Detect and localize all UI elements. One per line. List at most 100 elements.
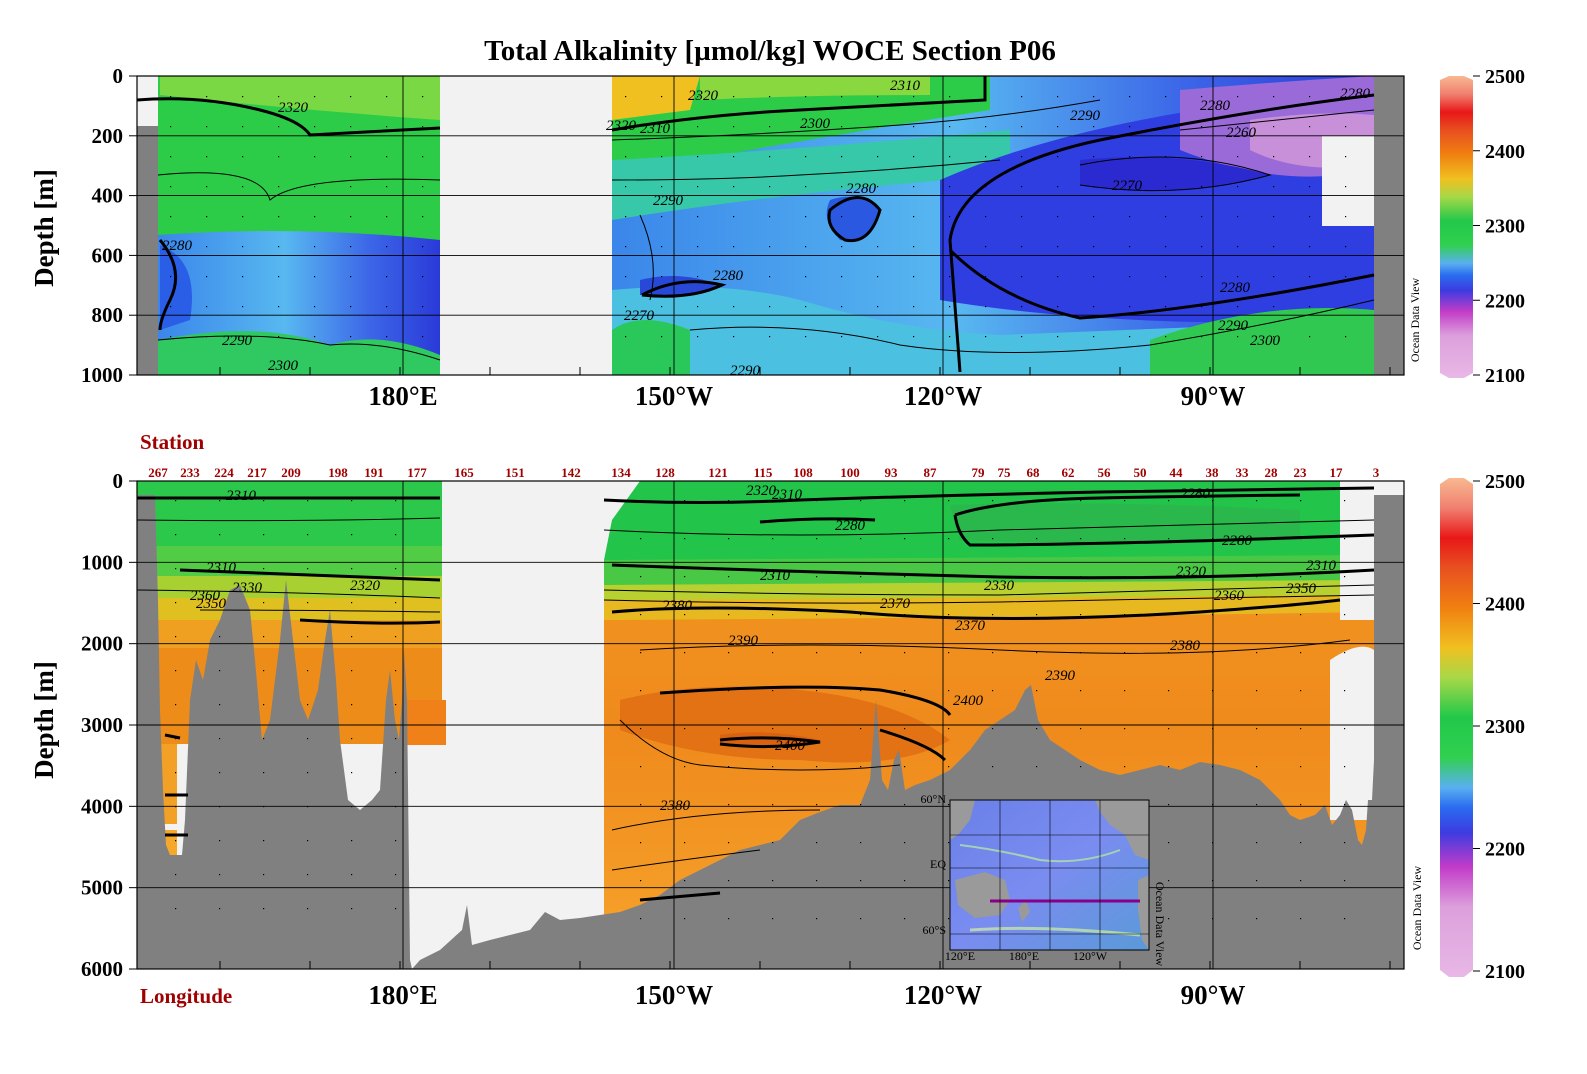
sample-marker [314,186,316,188]
sample-marker [1309,186,1311,188]
station-label: 142 [561,465,581,480]
sample-marker [661,336,663,338]
sample-marker [772,842,774,844]
sample-marker [1344,538,1346,540]
sample-marker [904,728,906,730]
contour-label: 2310 [772,487,803,503]
y-tick-label: 400 [92,184,124,208]
sample-marker [772,576,774,578]
sample-marker [877,96,879,98]
station-label: 56 [1098,465,1112,480]
y-tick-label: 5000 [81,876,123,900]
contour-label: 2270 [1112,178,1143,194]
sample-marker [640,842,642,844]
contour-label: 2330 [984,578,1015,594]
sample-marker [805,186,807,188]
sample-marker [860,804,862,806]
sample-marker [904,690,906,692]
sample-marker [1129,216,1131,218]
sample-marker [949,186,951,188]
sample-marker [816,576,818,578]
sample-marker [242,246,244,248]
sample-marker [992,614,994,616]
sample-marker [816,614,818,616]
contour-label: 2300 [1250,333,1281,349]
sample-marker [949,96,951,98]
sample-marker [904,614,906,616]
sample-marker [904,766,906,768]
sample-marker [351,534,353,536]
sample-marker [772,918,774,920]
sample-marker [877,216,879,218]
sample-marker [1129,306,1131,308]
sample-marker [1237,306,1239,308]
sample-marker [350,96,352,98]
sample-marker [1309,96,1311,98]
sample-marker [278,126,280,128]
sample-marker [219,500,221,502]
sample-marker [625,186,627,188]
sample-marker [1345,336,1347,338]
sample-marker [170,96,172,98]
sample-marker [661,126,663,128]
station-label: 108 [793,465,813,480]
sample-marker [263,772,265,774]
sample-marker [175,908,177,910]
sample-marker [175,840,177,842]
sample-marker [728,804,730,806]
contour-label: 2280 [1200,98,1231,114]
sample-marker [841,336,843,338]
sample-marker [1036,500,1038,502]
sample-marker [307,840,309,842]
sample-marker [877,186,879,188]
sample-marker [949,306,951,308]
sample-marker [219,908,221,910]
sample-marker [728,728,730,730]
sample-marker [772,538,774,540]
sample-marker [1309,306,1311,308]
bottom-colorbar-note: Ocean Data View [1410,865,1424,950]
station-label: 75 [998,465,1012,480]
chart-title: Total Alkalinity [µmol/kg] WOCE Section … [484,35,1056,67]
top-plot-frame [136,75,1405,376]
sample-marker [242,276,244,278]
sample-marker [351,602,353,604]
sample-marker [1212,538,1214,540]
sample-marker [684,690,686,692]
sample-marker [1273,96,1275,98]
sample-marker [805,156,807,158]
colorbar-tick-label: 2500 [1485,66,1525,88]
sample-marker [1021,216,1023,218]
sample-marker [948,880,950,882]
sample-marker [1273,186,1275,188]
sample-marker [816,804,818,806]
sample-marker [175,500,177,502]
sample-marker [219,738,221,740]
station-label: 23 [1294,465,1308,480]
sample-marker [841,96,843,98]
contour-label: 2320 [746,483,777,499]
y-tick-label: 0 [113,469,124,493]
sample-marker [1129,336,1131,338]
inset-lat-label: 60°S [923,923,946,937]
sample-marker [661,246,663,248]
sample-marker [350,246,352,248]
sample-marker [307,568,309,570]
contour-label: 2280 [835,518,866,534]
sample-marker [772,614,774,616]
sample-marker [816,500,818,502]
sample-marker [772,804,774,806]
sample-marker [422,336,424,338]
sample-marker [263,636,265,638]
sample-marker [422,126,424,128]
sample-marker [860,842,862,844]
sample-marker [1309,126,1311,128]
contour-label: 2390 [1045,668,1076,684]
sample-marker [1344,880,1346,882]
sample-marker [1080,728,1082,730]
sample-marker [1344,728,1346,730]
sample-marker [395,806,397,808]
sample-marker [949,126,951,128]
station-label: 38 [1206,465,1220,480]
sample-marker [992,538,994,540]
